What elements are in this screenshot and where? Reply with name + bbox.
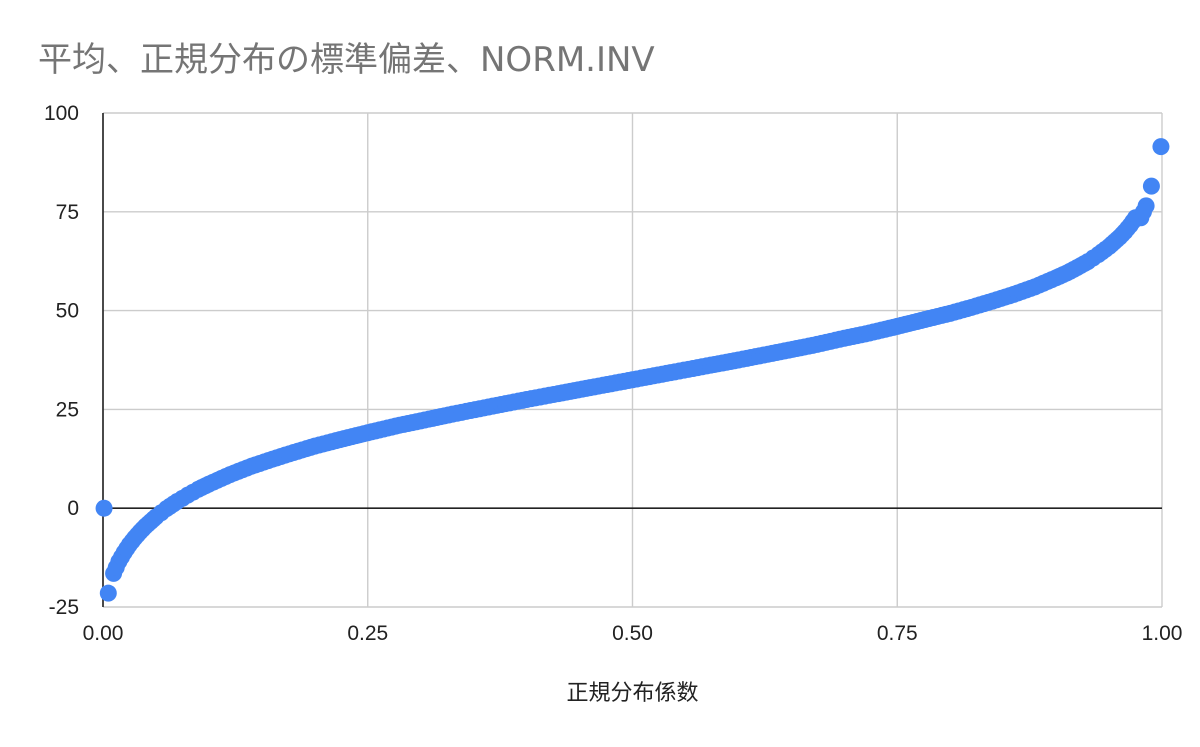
data-point	[1152, 138, 1170, 156]
data-point	[99, 584, 117, 602]
y-tick-label: 100	[44, 102, 79, 125]
data-point	[95, 499, 113, 517]
y-tick-label: 25	[56, 398, 79, 421]
y-tick-label: 0	[67, 497, 79, 520]
tick-labels: -25 0 25 50 75 100 0.00 0.25 0.50 0.75 1.00	[44, 102, 1182, 645]
x-tick-label: 0.25	[347, 622, 388, 645]
y-tick-label: 75	[56, 201, 79, 224]
x-tick-label: 1.00	[1142, 622, 1183, 645]
y-tick-label: -25	[49, 596, 79, 619]
axes	[102, 113, 1162, 607]
chart-title: 平均、正規分布の標準偏差、NORM.INV	[38, 40, 655, 80]
data-points	[95, 138, 1170, 602]
y-tick-label: 50	[56, 300, 79, 323]
x-tick-label: 0.00	[83, 622, 124, 645]
gridlines	[102, 112, 1163, 608]
x-tick-label: 0.50	[612, 622, 653, 645]
x-tick-label: 0.75	[877, 622, 918, 645]
data-point	[1142, 177, 1160, 195]
x-axis-label: 正規分布係数	[566, 681, 698, 706]
data-point	[1134, 203, 1152, 221]
